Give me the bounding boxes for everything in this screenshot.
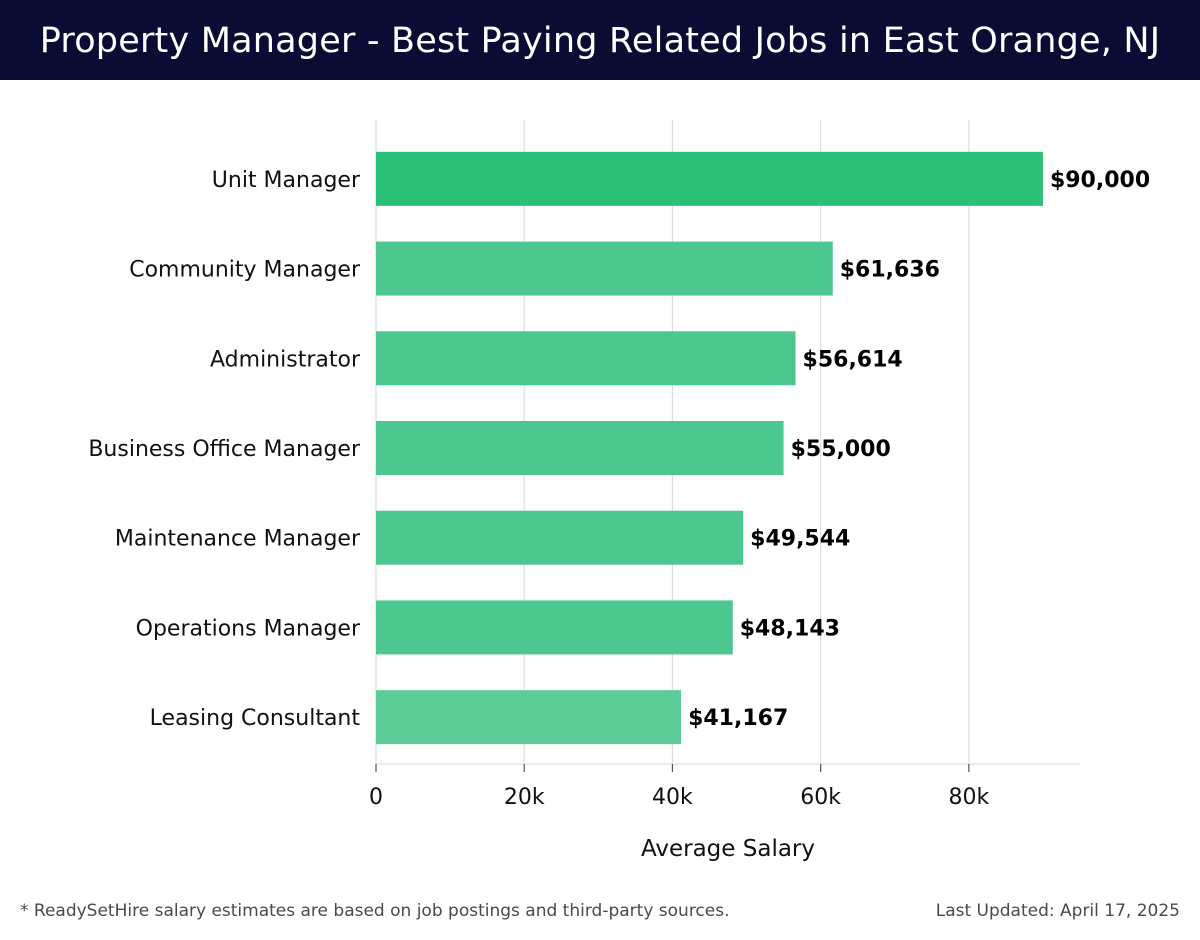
value-label: $49,544 (750, 527, 850, 552)
x-tick-label: 0 (369, 785, 383, 810)
bar-chart: Unit Manager $90,000 Community Manager $61,… (88, 120, 1150, 862)
category-label: Administrator (210, 347, 361, 372)
x-tick-label: 60k (800, 785, 841, 810)
value-label: $41,167 (688, 706, 788, 731)
category-label: Leasing Consultant (150, 706, 361, 731)
x-tick-label: 80k (948, 785, 989, 810)
bar (376, 510, 744, 565)
bar (376, 151, 1043, 206)
category-label: Unit Manager (212, 168, 361, 193)
bar (376, 600, 733, 655)
value-label: $48,143 (740, 616, 840, 641)
category-label: Community Manager (129, 258, 361, 283)
value-label: $56,614 (803, 347, 903, 372)
x-tick-label: 20k (504, 785, 545, 810)
category-label: Operations Manager (136, 616, 361, 641)
category-label: Maintenance Manager (115, 527, 361, 552)
category-label: Business Office Manager (88, 437, 361, 462)
bar (376, 241, 833, 296)
value-label: $61,636 (840, 258, 940, 283)
bar (376, 421, 784, 475)
bar (376, 331, 796, 386)
x-tick-label: 40k (652, 785, 693, 810)
chart-title: Property Manager - Best Paying Related J… (39, 21, 1161, 61)
bar (376, 690, 682, 745)
last-updated: Last Updated: April 17, 2025 (935, 901, 1180, 921)
title-bar: Property Manager - Best Paying Related J… (0, 0, 1200, 80)
x-axis-title: Average Salary (641, 836, 815, 862)
footer-note: * ReadySetHire salary estimates are base… (20, 901, 730, 921)
value-label: $90,000 (1050, 168, 1150, 193)
value-label: $55,000 (791, 437, 891, 462)
